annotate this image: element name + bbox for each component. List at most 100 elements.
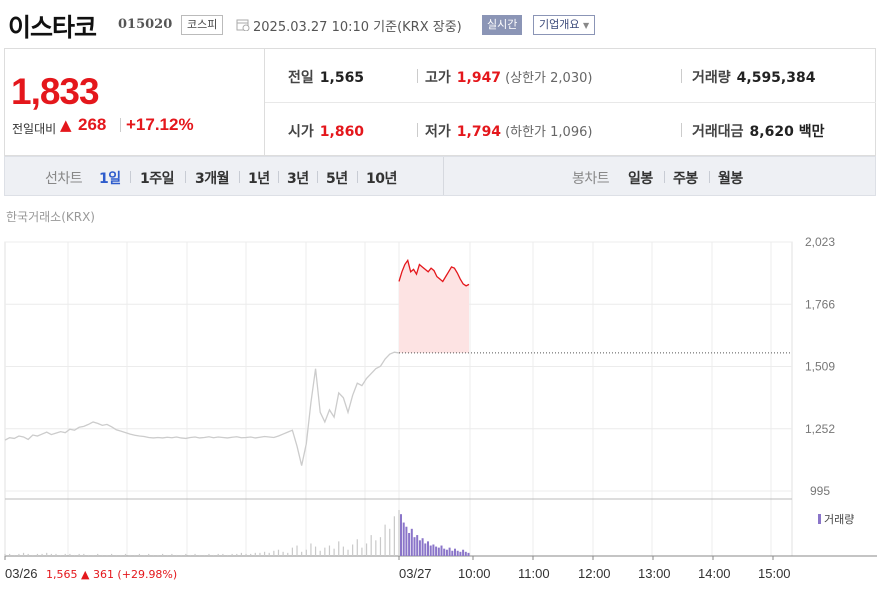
volume-bar bbox=[361, 547, 363, 556]
volume-bar bbox=[445, 549, 448, 556]
lower-limit-label: (하한가 bbox=[505, 125, 547, 140]
price-lines bbox=[4, 258, 470, 466]
period-1d[interactable]: 1일 bbox=[99, 171, 121, 187]
volume-legend: 거래량 bbox=[818, 513, 854, 526]
divider bbox=[664, 171, 665, 183]
volume-bar bbox=[143, 554, 145, 556]
volume-bar bbox=[83, 553, 85, 556]
period-1w[interactable]: 1주일 bbox=[140, 171, 175, 187]
y-tick-label: 1,509 bbox=[805, 360, 835, 374]
volume-bar bbox=[448, 547, 451, 556]
divider bbox=[130, 171, 131, 183]
x-tick-label: 14:00 bbox=[698, 566, 731, 581]
quote-datetime: 2025.03.27 10:10 기준(KRX 장중) bbox=[253, 20, 462, 35]
volume-bar bbox=[365, 543, 368, 556]
divider bbox=[317, 171, 318, 183]
x-tick-label: 03/27 bbox=[399, 566, 432, 581]
series-line-today bbox=[398, 258, 470, 287]
x-tick-label: 15:00 bbox=[758, 566, 791, 581]
volume-bar bbox=[421, 538, 424, 556]
divider bbox=[185, 171, 186, 183]
x-tick-label: 03/26 bbox=[5, 566, 38, 581]
change-value: 268 bbox=[78, 115, 107, 134]
volume-bar bbox=[171, 553, 173, 556]
volume-bar bbox=[398, 510, 400, 556]
candle-weekly[interactable]: 주봉 bbox=[673, 171, 698, 187]
trade-amount: 거래대금 8,620 백만 bbox=[692, 121, 824, 141]
line-chart-label: 선차트 bbox=[45, 171, 83, 187]
upper-limit-label: (상한가 bbox=[505, 71, 547, 86]
volume-bar bbox=[18, 553, 20, 556]
series-line-prev-day bbox=[4, 351, 400, 466]
volume-bar bbox=[393, 516, 395, 556]
volume-legend-label: 거래량 bbox=[824, 513, 854, 526]
volume-bar bbox=[120, 554, 122, 556]
volume-bar bbox=[389, 528, 391, 556]
volume-bar bbox=[319, 550, 321, 556]
prev-day-summary: 1,565 ▲ 361 (+29.98%) bbox=[46, 568, 177, 581]
volume-bar bbox=[375, 540, 377, 556]
divider bbox=[265, 102, 876, 103]
volume-bar bbox=[194, 553, 196, 556]
volume-bar bbox=[245, 553, 247, 556]
volume-bar bbox=[41, 553, 43, 556]
chart-period-bar: 선차트 1일 1주일 3개월 1년 3년 5년 10년 봉차트 일봉 주봉 월봉 bbox=[4, 156, 876, 196]
y-tick-label: 1,766 bbox=[805, 297, 835, 311]
realtime-button[interactable]: 실시간 bbox=[482, 15, 523, 35]
volume-bar bbox=[314, 546, 317, 556]
volume-bar bbox=[462, 549, 465, 556]
company-overview-label: 기업개요 bbox=[539, 18, 580, 31]
volume-bar bbox=[162, 553, 164, 556]
y-axis: 2,023 1,766 1,509 1,252 995 bbox=[805, 235, 835, 498]
volume-bar bbox=[259, 552, 261, 556]
high-label: 고가 bbox=[425, 70, 451, 86]
volume-bar bbox=[22, 552, 25, 556]
volume-bar bbox=[92, 554, 94, 556]
volume-bar bbox=[282, 551, 284, 556]
stock-name: 이스타코 bbox=[8, 13, 97, 42]
volume-bar bbox=[254, 552, 256, 556]
intraday-price-chart[interactable]: 2,023 1,766 1,509 1,252 995 03/26 03/27 10:00 1… bbox=[0, 228, 877, 597]
volume-bar bbox=[416, 535, 419, 556]
candle-daily[interactable]: 일봉 bbox=[628, 171, 653, 187]
volume-bar bbox=[408, 533, 411, 556]
volume-bar bbox=[400, 514, 402, 556]
period-1y[interactable]: 1년 bbox=[248, 171, 270, 187]
volume-bar bbox=[347, 549, 349, 556]
volume-bar bbox=[13, 554, 15, 556]
y-tick-label: 995 bbox=[810, 484, 830, 498]
lower-limit-value: 1,096) bbox=[550, 125, 593, 140]
volume-bar bbox=[64, 553, 66, 556]
open-price: 시가 1,860 bbox=[288, 121, 364, 141]
volume-bar bbox=[236, 553, 238, 556]
volume-bar bbox=[152, 554, 154, 556]
volume-bar bbox=[268, 552, 270, 556]
volume-bar bbox=[456, 550, 459, 556]
prev-close-value: 1,565 bbox=[319, 70, 365, 86]
volume-bar bbox=[405, 526, 408, 556]
volume-bar bbox=[4, 553, 6, 556]
divider bbox=[443, 157, 444, 195]
volume-bar bbox=[111, 553, 113, 556]
volume-bar bbox=[115, 554, 117, 556]
market-badge[interactable]: 코스피 bbox=[181, 15, 224, 35]
change-label: 전일대비 bbox=[12, 122, 57, 136]
volume-bar bbox=[60, 554, 62, 556]
period-3m[interactable]: 3개월 bbox=[195, 171, 230, 187]
volume-bar bbox=[138, 553, 141, 556]
low-price: 저가 1,794 (하한가 1,096) bbox=[425, 121, 592, 141]
period-10y[interactable]: 10년 bbox=[366, 171, 397, 187]
volume-bar bbox=[432, 544, 435, 556]
volume-label: 거래량 bbox=[692, 70, 731, 86]
volume-bar bbox=[296, 545, 298, 556]
candle-monthly[interactable]: 월봉 bbox=[718, 171, 743, 187]
volume-bar bbox=[459, 551, 462, 556]
volume-bar bbox=[148, 553, 150, 556]
period-3y[interactable]: 3년 bbox=[287, 171, 309, 187]
period-5y[interactable]: 5년 bbox=[326, 171, 348, 187]
volume-bar bbox=[97, 553, 99, 556]
volume-bar bbox=[203, 554, 205, 556]
volume-bar bbox=[413, 537, 416, 556]
divider bbox=[681, 69, 682, 83]
company-overview-dropdown[interactable]: 기업개요 ▼ bbox=[533, 15, 596, 35]
